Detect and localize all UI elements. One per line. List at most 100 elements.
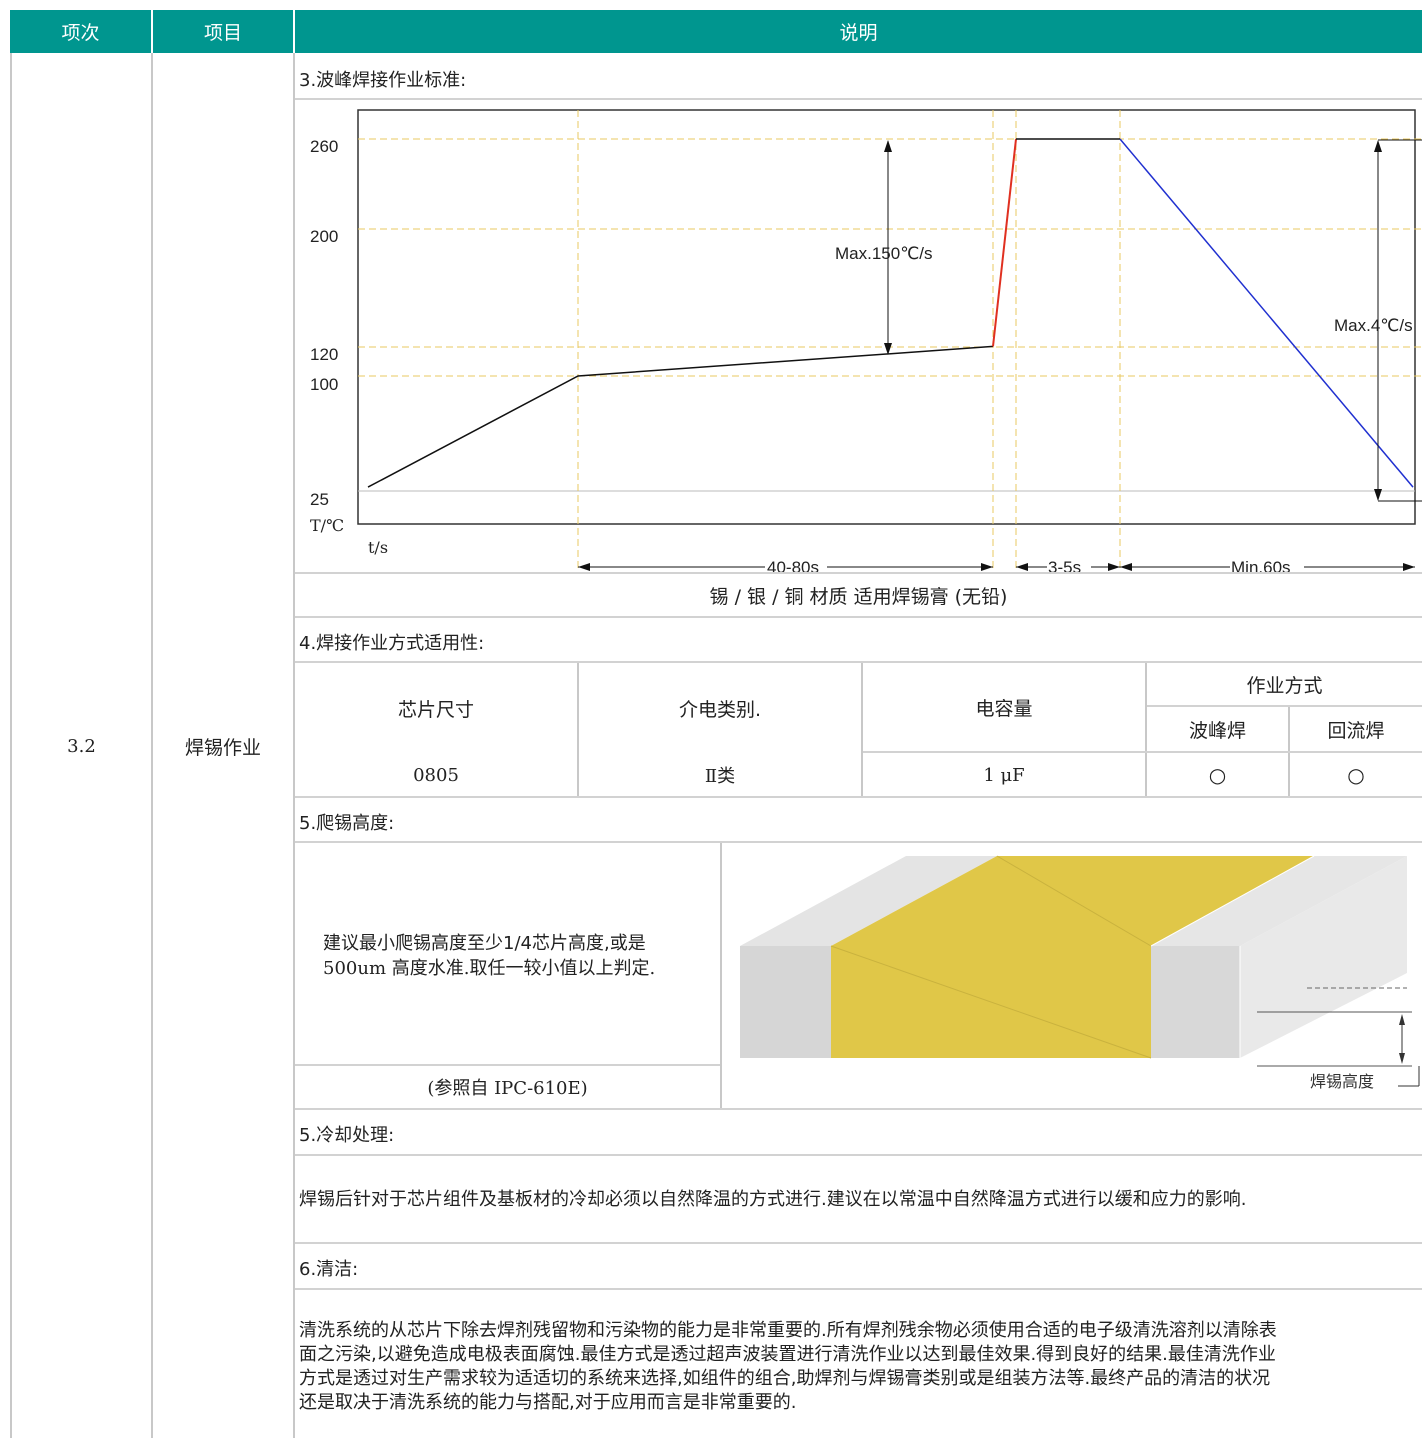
- col-divider: [10, 53, 12, 1438]
- col-wave-label: 波峰焊: [1188, 719, 1246, 742]
- interval-peak: 3-5s: [1048, 558, 1081, 572]
- ytick-25: 25: [310, 490, 329, 509]
- arrowhead-right: [1108, 563, 1120, 571]
- ytick-200: 200: [310, 227, 338, 246]
- divider: [295, 796, 1422, 798]
- section5a-title: 5.爬锡高度:: [299, 813, 395, 834]
- col-method: 作业方式: [1147, 663, 1422, 705]
- solder-height-label: 焊锡高度: [1310, 1072, 1374, 1091]
- solder-top: [831, 856, 1314, 946]
- right-terminal-top: [1151, 856, 1407, 946]
- col-reflow-label: 回流焊: [1327, 719, 1385, 742]
- cell-dielectric-value: Ⅱ类: [704, 766, 736, 787]
- cell-capacitance-value: 1 μF: [983, 764, 1025, 786]
- table-divider: [577, 663, 579, 797]
- reference-note-text: (参照自 IPC-610E): [427, 1078, 588, 1099]
- section4-title: 4.焊接作业方式适用性:: [299, 633, 485, 654]
- col-wave: 波峰焊: [1147, 707, 1288, 751]
- solder-height-line: 建议最小爬锡高度至少1/4芯片高度,或是: [323, 933, 646, 954]
- divider: [295, 1242, 1422, 1244]
- table-divider: [1147, 705, 1422, 707]
- interval-preheat: 40-80s: [767, 558, 819, 572]
- series-cooling-line: [1119, 138, 1414, 488]
- arrowhead-down: [884, 343, 892, 355]
- label-bg: [765, 556, 827, 572]
- row-index: 3.2: [12, 53, 151, 1438]
- reference-note: (参照自 IPC-610E): [295, 1066, 720, 1108]
- arrowhead-down: [1399, 1053, 1405, 1064]
- table-divider: [863, 751, 1422, 753]
- y-axis-label: T/℃: [310, 516, 344, 535]
- col-reflow: 回流焊: [1290, 707, 1422, 751]
- row-item-value: 焊锡作业: [184, 737, 261, 759]
- series-preheat-line: [367, 345, 994, 488]
- method-table: 芯片尺寸 介电类别. 电容量 作业方式 波峰焊 回流焊 0805 Ⅱ类 1 μF…: [295, 663, 1422, 797]
- label-bg: [1230, 556, 1304, 572]
- cell-dielectric: Ⅱ类: [579, 753, 861, 797]
- divider: [295, 98, 1422, 100]
- section6-title: 6.清洁:: [299, 1259, 359, 1280]
- divider: [295, 1288, 1422, 1290]
- divider: [295, 572, 1422, 574]
- cooling-text: 焊锡后针对于芯片组件及基板材的冷却必须以自然降温的方式进行.建议在以常温中自然降…: [299, 1189, 1247, 1210]
- right-terminal-front: [1151, 946, 1240, 1058]
- arrowhead-left: [578, 563, 590, 571]
- cleaning-text: 清洗系统的从芯片下除去焊剂残留物和污染物的能力是非常重要的.所有焊剂残余物必须使…: [299, 1319, 1277, 1415]
- section3-title: 3.波峰焊接作业标准:: [299, 70, 467, 91]
- cleaning-line: 方式是透过对生产需求较为适适切的系统来选择,如组件的组合,助焊剂与焊锡膏类别或是…: [299, 1368, 1271, 1389]
- col-capacitance-label: 电容量: [975, 697, 1033, 720]
- cell-capacitance: 1 μF: [863, 753, 1145, 797]
- col-divider: [293, 53, 295, 1438]
- col-divider: [151, 53, 153, 1438]
- solder-shading: [996, 855, 1152, 947]
- divider: [295, 841, 1422, 843]
- chart-frame: [357, 109, 1416, 525]
- col-method-label: 作业方式: [1246, 674, 1323, 697]
- row-item: 焊锡作业: [153, 53, 293, 1438]
- col-chip-size-label: 芯片尺寸: [397, 698, 474, 721]
- cell-wave: ○: [1147, 753, 1288, 797]
- header-index-label: 项次: [61, 22, 100, 44]
- divider: [295, 1154, 1422, 1156]
- cleaning-line: 还是取决于清洗系统的能力与搭配,对于应用而言是非常重要的.: [299, 1392, 797, 1413]
- material-note: 锡 / 银 / 铜 材质 适用焊锡膏 (无铅): [295, 574, 1422, 616]
- interval-cooling: Min.60s: [1231, 558, 1291, 572]
- arrowhead-left: [1016, 563, 1028, 571]
- section5b-title: 5.冷却处理:: [299, 1125, 395, 1146]
- right-terminal-side: [1240, 856, 1407, 1058]
- header-col-item: 项目: [153, 10, 293, 53]
- arrowhead-up: [884, 140, 892, 152]
- arrowhead-right: [981, 563, 993, 571]
- material-note-text: 锡 / 银 / 铜 材质 适用焊锡膏 (无铅): [709, 585, 1008, 608]
- cell-reflow-value: ○: [1347, 763, 1365, 787]
- solder-shading: [830, 945, 1152, 1059]
- arrowhead-left: [1120, 563, 1132, 571]
- col-chip-size: 芯片尺寸: [295, 663, 577, 753]
- annotation-cooling-rate: Max.4℃/s: [1334, 316, 1413, 335]
- divider: [295, 1108, 1422, 1110]
- edge: [1150, 855, 1315, 947]
- row-index-value: 3.2: [67, 736, 96, 757]
- col-capacitance: 电容量: [863, 663, 1145, 751]
- col-divider: [720, 843, 722, 1108]
- divider: [295, 661, 1422, 663]
- series-heating-line: [992, 138, 1017, 347]
- cleaning-line: 面之污染,以避免造成电极表面腐蚀.最佳方式是透过超声波装置进行清洗作业以达到最佳…: [299, 1344, 1276, 1365]
- header-col-desc: 说明: [295, 10, 1422, 53]
- left-terminal-top: [740, 856, 997, 946]
- annotation-heating-rate: Max.150℃/s: [835, 244, 933, 263]
- arrowhead-up: [1399, 1014, 1405, 1025]
- col-dielectric-label: 介电类别.: [678, 698, 762, 721]
- x-axis-label: t/s: [368, 538, 388, 557]
- reflow-chart: 260 200 120 100 25 T/℃ t/s Max.150℃/s Ma…: [310, 109, 1422, 572]
- header-desc-label: 说明: [839, 22, 878, 44]
- solder-height-line: 500um 高度水准.取任一较小值以上判定.: [323, 958, 656, 979]
- ytick-120: 120: [310, 345, 338, 364]
- table-divider: [861, 663, 863, 797]
- col-dielectric: 介电类别.: [579, 663, 861, 753]
- table-divider: [1145, 663, 1147, 797]
- cell-chip-size: 0805: [295, 753, 577, 797]
- chip-solder-figure: 焊锡高度: [740, 855, 1420, 1091]
- cleaning-line: 清洗系统的从芯片下除去焊剂残留物和污染物的能力是非常重要的.所有焊剂残余物必须使…: [299, 1320, 1277, 1341]
- label-bg: [1047, 556, 1091, 572]
